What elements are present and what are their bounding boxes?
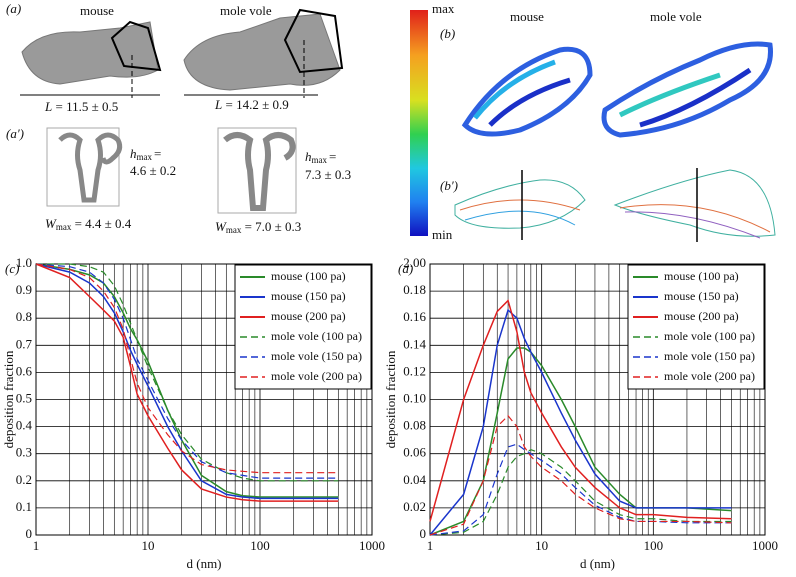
height: hmax =: [305, 149, 336, 165]
y-tick-label: 0.5: [16, 390, 32, 405]
section-box: [217, 127, 297, 214]
x-tick-label: 100: [250, 538, 270, 553]
section-vole: [223, 132, 296, 211]
y-axis-label: deposition fraction: [1, 350, 16, 448]
x-tick-label: 1000: [359, 538, 385, 553]
y-tick-label: 0.02: [403, 499, 426, 514]
y-tick-label: 0.08: [403, 418, 426, 433]
panel-a-prime: (a′) hmax = 4.6 ± 0.2 Wmax = 4.4 ± 0.4 hm…: [6, 126, 351, 235]
x-tick-label: 1000: [752, 538, 778, 553]
legend-label: mouse (200 pa): [664, 309, 739, 323]
section-mouse: [58, 132, 123, 203]
flow-mouse: [461, 46, 593, 137]
y-tick-label: 0.8: [16, 309, 32, 324]
flow-vole: [601, 41, 773, 138]
y-tick-label: 0.04: [403, 472, 426, 487]
colorbar-min: min: [432, 227, 453, 242]
x-tick-label: 10: [535, 538, 548, 553]
skull-vole: [183, 13, 341, 91]
height: 7.3 ± 0.3: [305, 167, 351, 182]
species-label: mole vole: [650, 9, 702, 24]
legend-label: mole vole (200 pa): [271, 369, 362, 383]
series-line: [429, 308, 732, 536]
panel-label: (a′): [6, 126, 24, 141]
panel-label: (b): [440, 26, 455, 41]
x-axis-label: d (nm): [186, 556, 221, 571]
x-tick-label: 1: [427, 538, 434, 553]
legend-box: [234, 264, 372, 390]
y-tick-label: 0.18: [403, 282, 426, 297]
panel-label: (a): [6, 1, 21, 16]
streamlines: [454, 168, 776, 242]
y-tick-label: 0.16: [403, 309, 426, 324]
height: hmax =: [130, 146, 161, 162]
colorbar-max: max: [432, 1, 455, 16]
series-line: [35, 263, 339, 479]
y-tick-label: 0.9: [16, 282, 32, 297]
colorbar: [410, 10, 428, 236]
panel-a: (a) mouse mole vole L = 11.5 ± 0.5 L = 1…: [6, 1, 344, 114]
legend-label: mouse (150 pa): [664, 289, 739, 303]
length: L = 14.2 ± 0.9: [214, 97, 289, 112]
x-tick-label: 100: [644, 538, 664, 553]
legend-label: mouse (100 pa): [664, 269, 739, 283]
series-line: [35, 263, 339, 474]
series-line: [35, 263, 339, 498]
y-tick-label: 0.10: [403, 390, 426, 405]
species-label: mouse: [510, 9, 544, 24]
legend-label: mole vole (150 pa): [664, 349, 755, 363]
series-line: [429, 448, 732, 536]
height: 4.6 ± 0.2: [130, 163, 176, 178]
y-tick-label: 2.00: [403, 255, 426, 270]
outline: [283, 8, 344, 74]
series-line: [35, 263, 339, 500]
panel-label: (c): [5, 261, 19, 276]
legend-label: mole vole (150 pa): [271, 349, 362, 363]
x-axis-label: d (nm): [580, 556, 615, 571]
width: Wmax = 4.4 ± 0.4: [45, 216, 132, 232]
outline: [110, 20, 162, 72]
legend-box: [627, 264, 765, 390]
legend-label: mole vole (100 pa): [664, 329, 755, 343]
series-line: [429, 299, 732, 522]
legend-label: mouse (100 pa): [271, 269, 346, 283]
y-tick-label: 0.2: [16, 472, 32, 487]
y-tick-label: 0.1: [16, 499, 32, 514]
y-tick-label: 0.6: [16, 363, 33, 378]
legend-label: mole vole (100 pa): [271, 329, 362, 343]
y-axis-label: deposition fraction: [383, 350, 398, 448]
y-tick-label: 1.0: [16, 255, 32, 270]
plot-frame: [35, 263, 373, 536]
series-line: [429, 414, 732, 536]
y-tick-label: 0.12: [403, 363, 426, 378]
y-tick-label: 0: [26, 526, 33, 541]
y-tick-label: 0.3: [16, 445, 32, 460]
y-tick-label: 0.14: [403, 336, 426, 351]
skull-mouse: [21, 21, 159, 85]
species-label: mole vole: [220, 3, 272, 18]
y-tick-label: 0: [420, 526, 427, 541]
x-tick-label: 1: [33, 538, 40, 553]
species-label: mouse: [80, 3, 114, 18]
series-line: [35, 263, 339, 502]
legend-label: mole vole (200 pa): [664, 369, 755, 383]
series-line: [36, 263, 339, 482]
x-tick-label: 10: [142, 538, 155, 553]
panel-label: (d): [398, 261, 413, 276]
width: Wmax = 7.0 ± 0.3: [215, 219, 301, 235]
y-tick-label: 0.06: [403, 445, 426, 460]
legend-label: mouse (200 pa): [271, 309, 346, 323]
plot-frame: [429, 263, 766, 536]
y-tick-label: 0.7: [16, 336, 33, 351]
length: L = 11.5 ± 0.5: [44, 99, 118, 114]
legend-label: mouse (150 pa): [271, 289, 346, 303]
y-tick-label: 0.4: [16, 418, 33, 433]
panel-label: (b′): [440, 178, 458, 193]
